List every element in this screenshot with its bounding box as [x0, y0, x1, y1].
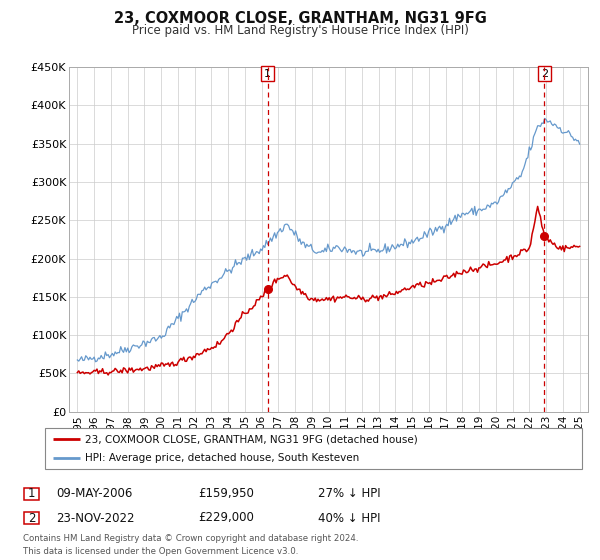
Text: 09-MAY-2006: 09-MAY-2006	[56, 487, 132, 501]
Text: 23, COXMOOR CLOSE, GRANTHAM, NG31 9FG (detached house): 23, COXMOOR CLOSE, GRANTHAM, NG31 9FG (d…	[85, 435, 418, 445]
Text: £159,950: £159,950	[198, 487, 254, 501]
Text: 27% ↓ HPI: 27% ↓ HPI	[318, 487, 380, 501]
Text: 23, COXMOOR CLOSE, GRANTHAM, NG31 9FG: 23, COXMOOR CLOSE, GRANTHAM, NG31 9FG	[113, 11, 487, 26]
FancyBboxPatch shape	[45, 428, 582, 469]
Text: 40% ↓ HPI: 40% ↓ HPI	[318, 511, 380, 525]
Text: £229,000: £229,000	[198, 511, 254, 525]
Text: 23-NOV-2022: 23-NOV-2022	[56, 511, 134, 525]
FancyBboxPatch shape	[24, 488, 40, 500]
Text: Contains HM Land Registry data © Crown copyright and database right 2024.
This d: Contains HM Land Registry data © Crown c…	[23, 534, 358, 556]
Text: HPI: Average price, detached house, South Kesteven: HPI: Average price, detached house, Sout…	[85, 453, 359, 463]
Text: 1: 1	[264, 68, 271, 78]
Text: Price paid vs. HM Land Registry's House Price Index (HPI): Price paid vs. HM Land Registry's House …	[131, 24, 469, 37]
FancyBboxPatch shape	[24, 512, 40, 524]
Text: 2: 2	[541, 68, 548, 78]
Text: 2: 2	[28, 511, 35, 525]
Text: 1: 1	[28, 487, 35, 501]
